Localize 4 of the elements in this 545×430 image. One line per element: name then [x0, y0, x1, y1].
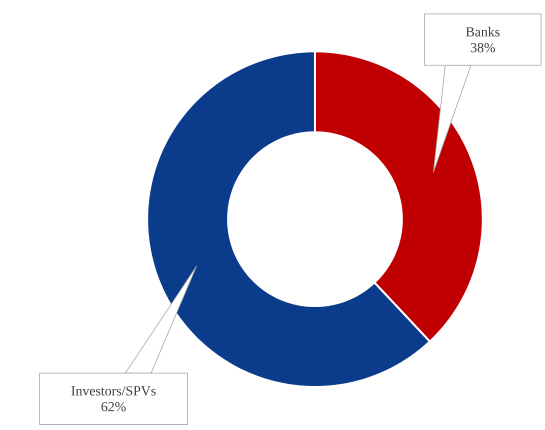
data-label: 38%	[470, 42, 496, 52]
slice-label: Investors/SPVs	[71, 386, 156, 396]
data-label: 62%	[101, 402, 126, 412]
slice-label: Banks	[466, 26, 500, 36]
